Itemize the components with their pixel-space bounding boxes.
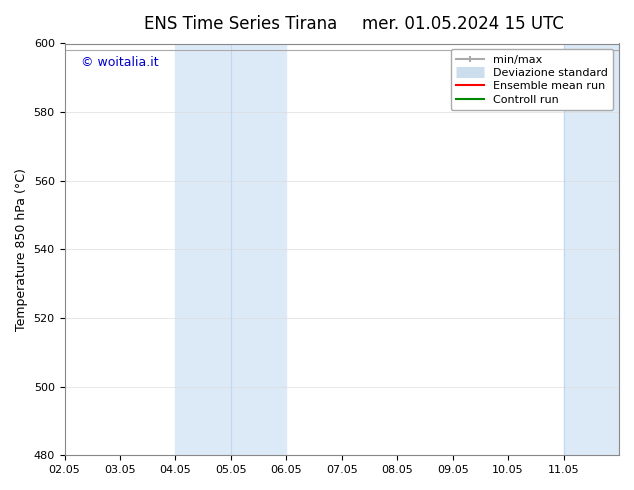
Bar <box>176 44 287 455</box>
Text: ENS Time Series Tirana: ENS Time Series Tirana <box>145 15 337 33</box>
Bar <box>564 44 619 455</box>
Legend: min/max, Deviazione standard, Ensemble mean run, Controll run: min/max, Deviazione standard, Ensemble m… <box>451 49 614 110</box>
Y-axis label: Temperature 850 hPa (°C): Temperature 850 hPa (°C) <box>15 168 28 331</box>
Text: mer. 01.05.2024 15 UTC: mer. 01.05.2024 15 UTC <box>362 15 564 33</box>
Text: © woitalia.it: © woitalia.it <box>81 56 158 69</box>
